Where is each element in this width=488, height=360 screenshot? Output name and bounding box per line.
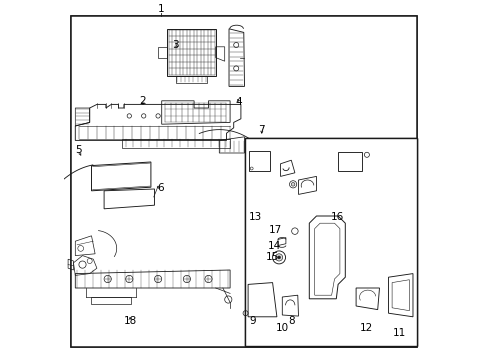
Text: 7: 7 (258, 125, 264, 135)
Text: 6: 6 (157, 183, 164, 193)
Text: 5: 5 (75, 145, 81, 155)
Text: 4: 4 (235, 96, 242, 107)
Text: 17: 17 (268, 225, 281, 235)
Text: 1: 1 (157, 4, 164, 14)
Text: 15: 15 (265, 252, 278, 262)
Text: 18: 18 (123, 316, 136, 326)
Text: 11: 11 (392, 328, 405, 338)
Text: 2: 2 (140, 96, 146, 106)
Bar (244, 138, 416, 346)
Text: 12: 12 (360, 323, 373, 333)
Circle shape (291, 183, 294, 186)
Text: 8: 8 (288, 316, 295, 326)
Text: 14: 14 (267, 240, 280, 251)
Text: 9: 9 (248, 316, 255, 326)
Text: 10: 10 (275, 323, 288, 333)
Circle shape (277, 256, 280, 259)
Bar (244, 138, 416, 346)
Text: 16: 16 (330, 212, 343, 222)
Circle shape (275, 254, 282, 261)
Text: 13: 13 (248, 212, 262, 222)
Text: 3: 3 (171, 40, 178, 50)
